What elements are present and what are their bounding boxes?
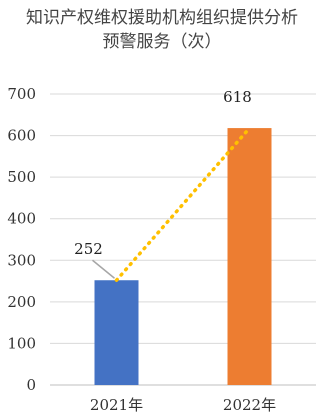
y-tick-label: 500 [7,168,36,186]
y-tick-label: 0 [26,376,36,394]
y-tick-label: 300 [7,251,36,269]
bar [227,128,272,386]
x-tick-label: 2021年 [90,396,143,414]
y-tick-label: 700 [7,85,36,103]
y-tick-label: 200 [7,293,36,311]
y-tick-label: 400 [7,210,36,228]
y-tick-label: 100 [7,334,36,352]
data-label: 252 [74,240,103,258]
x-tick-label: 2022年 [223,396,276,414]
data-label-leader [92,259,115,279]
y-tick-label: 600 [7,127,36,145]
chart-title: 知识产权维权援助机构组织提供分析预警服务（次） [26,8,298,52]
data-label: 618 [223,88,252,106]
trend-line [114,126,252,282]
bar [94,280,139,385]
